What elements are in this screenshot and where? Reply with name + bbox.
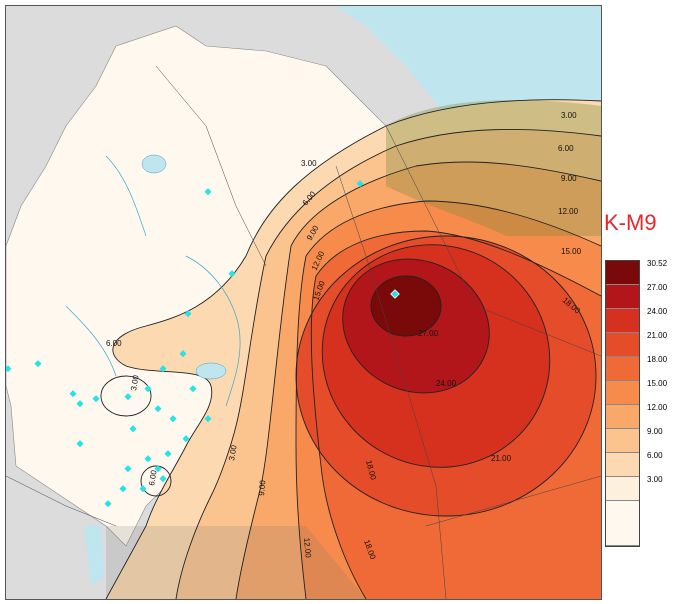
contour-label: 27.00 <box>418 329 439 338</box>
contour-label: 21.00 <box>491 454 512 463</box>
legend-label: 21.00 <box>647 331 668 340</box>
contour-label: 24.00 <box>436 379 457 388</box>
legend-label: 30.52 <box>647 259 668 268</box>
legend-label: 12.00 <box>647 403 668 412</box>
legend-label: 18.00 <box>647 355 668 364</box>
contour-label: 3.00 <box>227 444 239 461</box>
contour-label: 3.00 <box>301 159 317 168</box>
contour-label: 9.00 <box>561 174 577 183</box>
legend-swatch <box>606 261 639 285</box>
contour-label: 9.00 <box>257 479 267 496</box>
band-27 <box>371 276 441 336</box>
epicenter-marker <box>390 289 400 299</box>
legend-swatch <box>606 477 639 501</box>
lake-north <box>141 154 167 174</box>
legend-swatch <box>606 357 639 381</box>
model-label: K-M9 <box>604 210 657 235</box>
legend-label: 6.00 <box>647 451 663 460</box>
contour-label: 6.00 <box>147 469 159 486</box>
map-canvas: 3.00 6.00 9.00 12.00 15.00 18.00 21.00 2… <box>6 6 601 599</box>
legend-swatch <box>606 501 639 546</box>
contour-label: 6.00 <box>558 144 574 153</box>
legend-swatch <box>606 453 639 477</box>
legend-swatch <box>606 405 639 429</box>
legend-swatch <box>606 381 639 405</box>
legend-label: 15.00 <box>647 379 668 388</box>
contour-label: 12.00 <box>558 207 579 216</box>
legend-label: 27.00 <box>647 283 668 292</box>
contour-label: 6.00 <box>106 339 122 348</box>
contour-label: 15.00 <box>561 247 582 256</box>
rivers <box>65 155 241 407</box>
legend-swatch <box>606 333 639 357</box>
color-legend <box>605 260 640 547</box>
shaded-overlay-bottom <box>106 526 366 599</box>
lake-left <box>84 526 104 586</box>
legend-swatch <box>606 285 639 309</box>
shaded-overlay <box>386 100 601 236</box>
legend-label: 24.00 <box>647 307 668 316</box>
legend-label: 3.00 <box>647 475 663 484</box>
legend-swatch <box>606 429 639 453</box>
legend-swatch <box>606 309 639 333</box>
contour-label: 3.00 <box>561 111 577 120</box>
border-lines <box>6 65 601 599</box>
legend-label: 9.00 <box>647 427 663 436</box>
contour-label: 3.00 <box>129 374 141 391</box>
map-frame: 3.00 6.00 9.00 12.00 15.00 18.00 21.00 2… <box>5 5 602 600</box>
contour-label: 12.00 <box>302 537 313 558</box>
lake-central <box>195 362 227 380</box>
